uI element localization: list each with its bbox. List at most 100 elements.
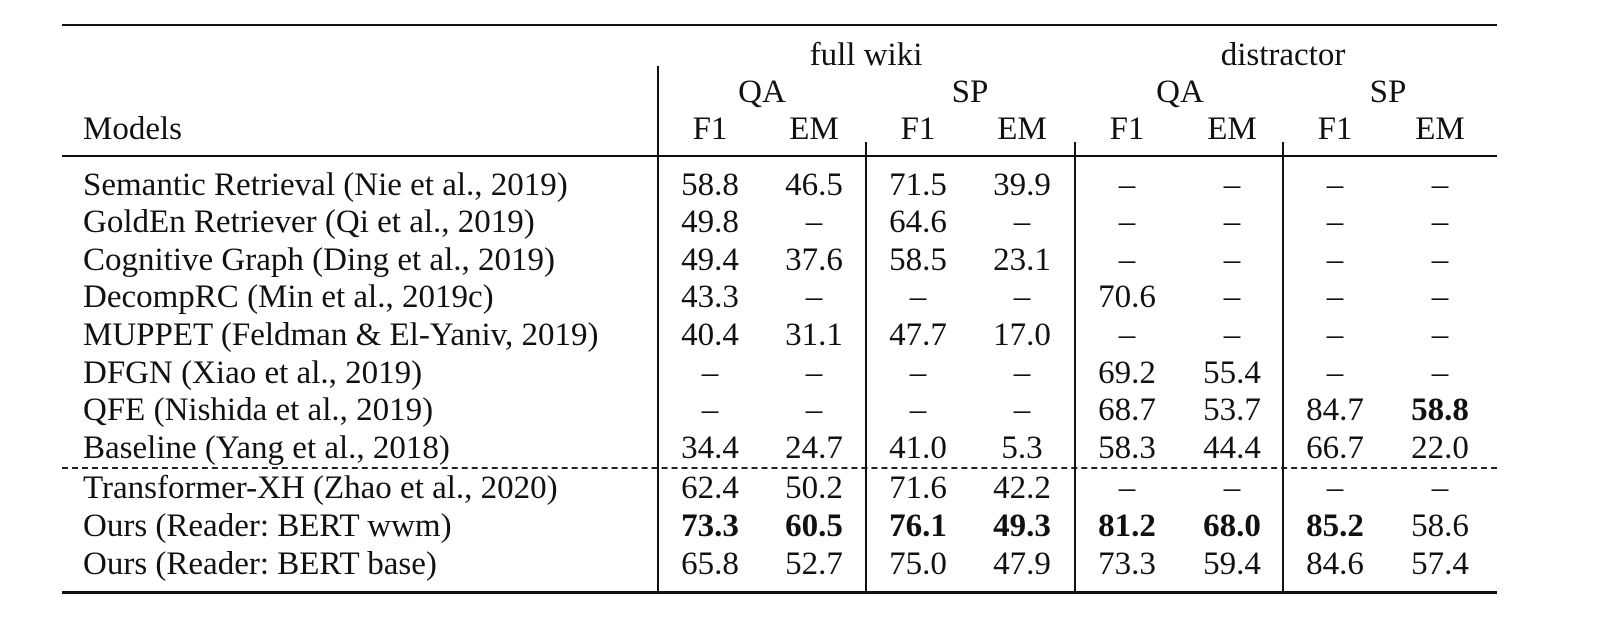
table-cell: 66.7 (1306, 430, 1364, 466)
table-cell: 68.0 (1203, 508, 1261, 544)
vline-models (657, 66, 659, 593)
table-cell: – (1118, 470, 1136, 506)
subgroup-header: QA (1156, 74, 1204, 110)
table-cell: 31.1 (785, 317, 843, 353)
table-cell: 58.8 (1411, 392, 1469, 428)
table-cell: 65.8 (681, 546, 739, 582)
vline-fullwiki-distractor (1074, 142, 1076, 593)
table-cell: 73.3 (681, 508, 739, 544)
table-cell: 49.4 (681, 242, 739, 278)
table-cell: 40.4 (681, 317, 739, 353)
subgroup-header: SP (951, 74, 989, 110)
table-cell: 34.4 (681, 430, 739, 466)
table-cell: 68.7 (1098, 392, 1156, 428)
table-cell: – (1431, 355, 1449, 391)
model-name: Semantic Retrieval (Nie et al., 2019) (83, 167, 568, 203)
table-cell: – (1326, 279, 1344, 315)
table-cell: 73.3 (1098, 546, 1156, 582)
table-cell: – (1431, 279, 1449, 315)
table-cell: 85.2 (1306, 508, 1364, 544)
table-cell: 22.0 (1411, 430, 1469, 466)
table-cell: 58.5 (889, 242, 947, 278)
model-name: Cognitive Graph (Ding et al., 2019) (83, 242, 555, 278)
table-cell: 24.7 (785, 430, 843, 466)
table-cell: – (805, 279, 823, 315)
model-name: MUPPET (Feldman & El-Yaniv, 2019) (83, 317, 599, 353)
table-cell: – (1223, 204, 1241, 240)
model-name: Baseline (Yang et al., 2018) (83, 430, 450, 466)
table-cell: 46.5 (785, 167, 843, 203)
table-cell: 81.2 (1098, 508, 1156, 544)
header-rule (62, 155, 1497, 157)
table-cell: 52.7 (785, 546, 843, 582)
table-cell: – (1431, 167, 1449, 203)
table-cell: 58.3 (1098, 430, 1156, 466)
table-cell: 17.0 (993, 317, 1051, 353)
table-cell: 60.5 (785, 508, 843, 544)
table-cell: – (1118, 204, 1136, 240)
table-cell: – (1013, 204, 1031, 240)
table-cell: – (1431, 242, 1449, 278)
column-header: EM (1415, 111, 1465, 147)
table-cell: 62.4 (681, 470, 739, 506)
table-cell: 71.5 (889, 167, 947, 203)
model-name: GoldEn Retriever (Qi et al., 2019) (83, 204, 535, 240)
column-header: F1 (900, 111, 936, 147)
table-cell: 37.6 (785, 242, 843, 278)
column-header: EM (997, 111, 1047, 147)
table-cell: 71.6 (889, 470, 947, 506)
table-cell: 70.6 (1098, 279, 1156, 315)
table-cell: 55.4 (1203, 355, 1261, 391)
column-header: F1 (1109, 111, 1145, 147)
model-name: Ours (Reader: BERT base) (83, 546, 437, 582)
table-cell: 69.2 (1098, 355, 1156, 391)
table-cell: – (805, 204, 823, 240)
column-header: EM (1207, 111, 1257, 147)
column-header: F1 (1317, 111, 1353, 147)
group-header: full wiki (809, 37, 923, 73)
table-cell: – (1013, 392, 1031, 428)
table-cell: – (1118, 242, 1136, 278)
model-name: Ours (Reader: BERT wwm) (83, 508, 452, 544)
table-cell: – (1223, 470, 1241, 506)
table-cell: – (1431, 204, 1449, 240)
table-cell: 57.4 (1411, 546, 1469, 582)
model-name: QFE (Nishida et al., 2019) (83, 392, 434, 428)
subgroup-header: SP (1369, 74, 1407, 110)
table-cell: – (1013, 355, 1031, 391)
table-cell: – (909, 279, 927, 315)
table-cell: 75.0 (889, 546, 947, 582)
table-cell: – (1223, 167, 1241, 203)
table-cell: 47.7 (889, 317, 947, 353)
model-name: DecompRC (Min et al., 2019c) (83, 279, 494, 315)
group-header: distractor (1220, 37, 1346, 73)
table-cell: 84.7 (1306, 392, 1364, 428)
subgroup-header: QA (738, 74, 786, 110)
table-cell: – (701, 392, 719, 428)
table-cell: 58.6 (1411, 508, 1469, 544)
table-cell: 49.8 (681, 204, 739, 240)
vline-distractor-qa-sp (1282, 142, 1284, 593)
column-header: F1 (692, 111, 728, 147)
table-cell: – (1431, 470, 1449, 506)
model-name: DFGN (Xiao et al., 2019) (83, 355, 423, 391)
table-cell: – (1326, 355, 1344, 391)
table-cell: 84.6 (1306, 546, 1364, 582)
table-cell: 76.1 (889, 508, 947, 544)
table-cell: 43.3 (681, 279, 739, 315)
table-cell: – (909, 392, 927, 428)
table-cell: 5.3 (1001, 430, 1043, 466)
table-cell: – (1326, 204, 1344, 240)
dashed-separator (62, 467, 1497, 469)
table-cell: – (1118, 167, 1136, 203)
table-cell: 23.1 (993, 242, 1051, 278)
table-cell: – (909, 355, 927, 391)
table-cell: – (701, 355, 719, 391)
table-cell: – (1013, 279, 1031, 315)
table-cell: – (1326, 470, 1344, 506)
bottom-rule (62, 591, 1497, 594)
table-cell: – (1326, 167, 1344, 203)
table-cell: 42.2 (993, 470, 1051, 506)
table-cell: – (1326, 242, 1344, 278)
table-cell: 59.4 (1203, 546, 1261, 582)
